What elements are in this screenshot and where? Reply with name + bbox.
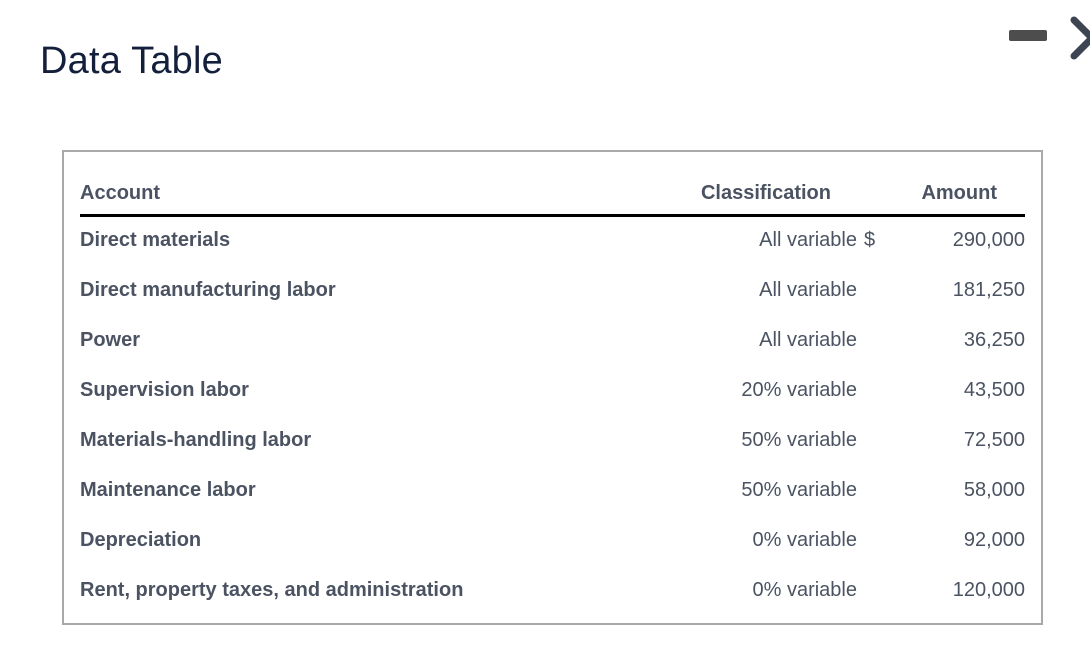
classification-cell: All variable [759, 229, 857, 252]
account-cell: Maintenance labor [80, 478, 256, 501]
currency-cell [857, 465, 883, 515]
account-cell: Power [80, 328, 141, 351]
close-button[interactable] [1066, 12, 1090, 64]
close-icon [1070, 16, 1090, 60]
classification-cell: 0% variable [752, 578, 857, 601]
account-cell: Materials-handling labor [80, 428, 312, 451]
amount-cell: 36,250 [963, 328, 1025, 351]
table-row: Supervision labor 20% variable 43,500 [80, 365, 1025, 415]
table-row: Materials-handling labor 50% variable 72… [80, 415, 1025, 465]
header-row: Account Classification Amount [80, 152, 1025, 217]
account-cell: Depreciation [80, 528, 202, 551]
amount-cell: 72,500 [963, 428, 1025, 451]
column-header-currency-spacer [857, 152, 883, 217]
currency-cell: $ [864, 229, 876, 252]
amount-cell: 290,000 [952, 229, 1025, 252]
classification-cell: 20% variable [741, 378, 857, 401]
table-row: Power All variable 36,250 [80, 315, 1025, 365]
account-cell: Supervision labor [80, 378, 249, 401]
minimize-button[interactable] [1002, 22, 1054, 48]
classification-cell: 50% variable [741, 428, 857, 451]
account-cell: Rent, property taxes, and administration [80, 578, 464, 601]
amount-cell: 92,000 [963, 528, 1025, 551]
amount-cell: 181,250 [952, 278, 1025, 301]
currency-cell [857, 365, 883, 415]
amount-cell: 43,500 [963, 378, 1025, 401]
data-table-card: Account Classification Amount Direct mat… [62, 150, 1043, 625]
currency-cell [857, 515, 883, 565]
table-row: Rent, property taxes, and administration… [80, 565, 1025, 615]
column-header-amount: Amount [883, 152, 1025, 217]
amount-cell: 120,000 [952, 578, 1025, 601]
minimize-icon [1009, 29, 1047, 41]
classification-cell: All variable [759, 278, 857, 301]
account-cell: Direct materials [80, 229, 231, 252]
currency-cell [857, 415, 883, 465]
currency-cell [857, 565, 883, 615]
currency-cell [857, 265, 883, 315]
classification-cell: 0% variable [752, 528, 857, 551]
account-cell: Direct manufacturing labor [80, 278, 336, 301]
table-row: Direct materials All variable $ 290,000 [80, 215, 1025, 265]
table-row: Direct manufacturing labor All variable … [80, 265, 1025, 315]
classification-cell: 50% variable [741, 478, 857, 501]
table-row: Maintenance labor 50% variable 58,000 [80, 465, 1025, 515]
column-header-account: Account [80, 152, 655, 217]
table-row: Depreciation 0% variable 92,000 [80, 515, 1025, 565]
amount-cell: 58,000 [963, 478, 1025, 501]
currency-cell [857, 315, 883, 365]
classification-cell: All variable [759, 328, 857, 351]
column-header-classification: Classification [655, 152, 857, 217]
page-title: Data Table [40, 40, 223, 82]
data-table: Account Classification Amount Direct mat… [80, 152, 1025, 615]
